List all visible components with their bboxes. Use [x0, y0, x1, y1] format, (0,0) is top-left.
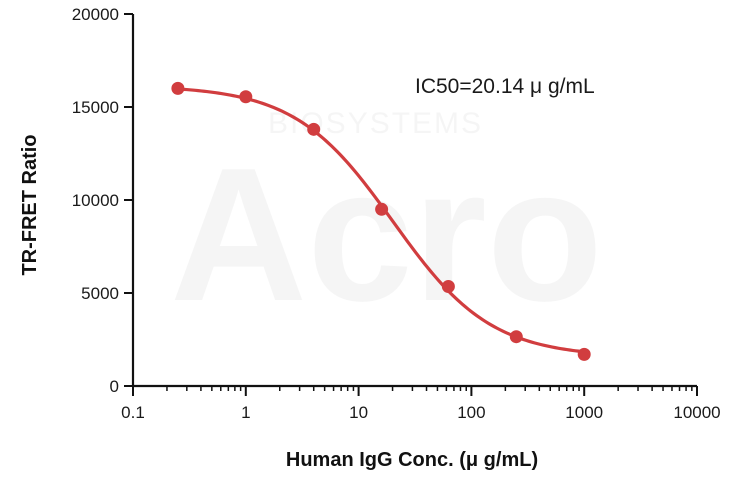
y-tick-label: 15000: [72, 98, 119, 117]
data-point: [171, 81, 185, 95]
watermark-subtitle: BIOSYSTEMS: [268, 107, 483, 140]
x-tick-label: 1000: [565, 403, 603, 422]
data-point: [509, 330, 523, 344]
x-tick-label: 100: [457, 403, 485, 422]
ic50-annotation: IC50=20.14 μ g/mL: [415, 75, 595, 98]
y-tick-label: 5000: [81, 284, 119, 303]
data-point: [441, 279, 455, 293]
data-point: [307, 122, 321, 136]
y-tick-label: 10000: [72, 191, 119, 210]
y-tick-label: 20000: [72, 5, 119, 24]
y-axis-title: TR-FRET Ratio: [19, 134, 41, 275]
watermark-logo: Acro: [170, 129, 603, 341]
x-tick-label: 1: [241, 403, 250, 422]
x-tick-label: 10000: [673, 403, 720, 422]
watermark: AcroBIOSYSTEMS: [170, 107, 603, 341]
x-tick-label: 0.1: [121, 403, 145, 422]
data-point: [577, 347, 591, 361]
ticks: 0 5000 10000 15000 20000 0.1 1 10 100 1000 10000: [72, 5, 721, 422]
data-points: [171, 81, 591, 361]
x-axis-title: Human IgG Conc. (μ g/mL): [286, 449, 538, 471]
y-tick-label: 0: [110, 377, 119, 396]
data-point: [375, 202, 389, 216]
x-tick-label: 10: [349, 403, 368, 422]
data-point: [239, 90, 253, 104]
